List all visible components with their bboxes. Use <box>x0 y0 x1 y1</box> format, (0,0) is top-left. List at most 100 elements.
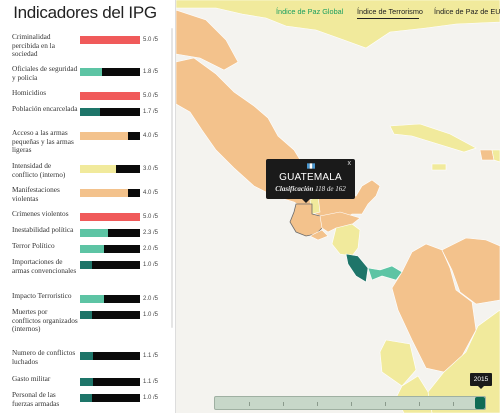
index-tabs: Índice de Paz Global Índice de Terrorism… <box>176 0 500 24</box>
slider-tick <box>419 402 420 406</box>
indicator-bar <box>80 378 140 386</box>
indicator-bar-fill <box>80 295 104 303</box>
tab-underline <box>357 18 419 19</box>
indicator-label: Gasto militar <box>12 374 51 383</box>
year-label-pointer <box>478 386 484 389</box>
tooltip-close-icon[interactable]: x <box>347 160 352 167</box>
indicator-bar-fill <box>80 245 104 253</box>
indicator-bar <box>80 229 140 237</box>
indicator-bar-fill <box>80 311 92 319</box>
tooltip-ranking: Clasificación 118 de 162 <box>266 185 355 193</box>
indicators-panel: Indicadores del IPG Criminalidad percibi… <box>0 0 176 413</box>
indicator-label: Impacto Terroristico <box>12 291 72 300</box>
indicator-bar <box>80 108 140 116</box>
tooltip-pointer <box>301 198 311 203</box>
country-costa-rica[interactable] <box>345 253 369 283</box>
country-tooltip: x GUATEMALA Clasificación 118 de 162 <box>266 159 355 203</box>
year-slider-track[interactable] <box>214 396 486 410</box>
indicator-bar-fill <box>80 92 140 100</box>
indicator-bar-fill <box>80 261 92 269</box>
slider-tick <box>249 402 250 406</box>
tooltip-country-name: GUATEMALA <box>279 172 342 183</box>
indicator-bar <box>80 189 140 197</box>
tooltip-rank-value: 118 de 162 <box>315 185 346 193</box>
indicator-label: Población encarcelada <box>12 104 78 113</box>
slider-tick <box>453 402 454 406</box>
indicator-label: Personal de las fuerzas armadas <box>12 390 60 408</box>
indicator-bar <box>80 132 140 140</box>
indicator-bar-fill <box>80 229 108 237</box>
panel-title: Indicadores del IPG <box>13 3 157 22</box>
indicator-score: 1.7 /5 <box>143 109 159 115</box>
tab-terrorism-index[interactable]: Índice de Terrorismo <box>357 7 423 16</box>
indicator-label: Oficiales de seguridad y policía <box>12 64 78 82</box>
country-el-salvador[interactable] <box>309 229 329 241</box>
year-slider-handle[interactable] <box>474 397 485 409</box>
world-map[interactable] <box>176 0 500 413</box>
indicator-score: 1.0 /5 <box>143 395 159 401</box>
indicator-bar <box>80 261 140 269</box>
indicator-label: Homicidios <box>12 88 47 97</box>
indicator-label: Crímenes violentos <box>12 209 69 218</box>
indicator-bar-fill <box>80 165 116 173</box>
indicator-bar-fill <box>80 213 140 221</box>
indicator-label: Terror Político <box>12 241 55 250</box>
indicator-score: 4.0 /5 <box>143 190 159 196</box>
indicator-label: Importaciones de armas convencionales <box>12 257 77 275</box>
indicator-label: Manifestaciones violentas <box>12 185 60 203</box>
country-dominican-republic[interactable] <box>491 149 500 163</box>
indicator-bar-fill <box>80 189 128 197</box>
indicator-bar <box>80 295 140 303</box>
country-usa[interactable] <box>176 0 500 49</box>
indicator-score: 1.0 /5 <box>143 262 159 268</box>
slider-tick <box>351 402 352 406</box>
indicator-bar-fill <box>80 394 92 402</box>
slider-tick <box>317 402 318 406</box>
indicator-bar <box>80 68 140 76</box>
indicator-score: 2.0 /5 <box>143 246 159 252</box>
country-panama[interactable] <box>367 265 403 281</box>
indicator-score: 1.8 /5 <box>143 69 159 75</box>
indicator-score: 4.0 /5 <box>143 133 159 139</box>
indicator-score: 3.0 /5 <box>143 166 159 172</box>
indicator-bar <box>80 311 140 319</box>
country-mexico[interactable] <box>176 57 381 223</box>
country-cuba[interactable] <box>389 123 477 153</box>
indicator-score: 2.0 /5 <box>143 296 159 302</box>
indicator-bar-fill <box>80 352 94 360</box>
indicator-bar-fill <box>80 132 128 140</box>
indicator-bar-fill <box>80 108 101 116</box>
indicator-bar <box>80 36 140 44</box>
map-svg <box>176 0 500 413</box>
indicator-bar <box>80 165 140 173</box>
slider-tick <box>283 402 284 406</box>
indicator-score: 5.0 /5 <box>143 93 159 99</box>
country-mexico-north[interactable] <box>176 9 239 71</box>
indicator-label: Inestabilidad política <box>12 225 74 234</box>
indicator-bar <box>80 394 140 402</box>
tab-eu-peace-index[interactable]: Índice de Paz de EU <box>434 7 500 16</box>
indicator-score: 1.1 /5 <box>143 379 159 385</box>
indicator-score: 5.0 /5 <box>143 214 159 220</box>
indicator-score: 1.0 /5 <box>143 312 159 318</box>
guatemala-flag-icon <box>307 163 315 169</box>
indicator-score: 2.3 /5 <box>143 230 159 236</box>
indicator-label: Numero de conflictos luchados <box>12 348 76 366</box>
country-jamaica[interactable] <box>431 163 447 171</box>
indicator-bar-fill <box>80 68 102 76</box>
indicator-bar-fill <box>80 36 140 44</box>
slider-tick <box>385 402 386 406</box>
tab-global-peace-index[interactable]: Índice de Paz Global <box>276 7 344 16</box>
panel-scrollbar[interactable] <box>171 28 173 328</box>
indicator-bar <box>80 92 140 100</box>
indicator-bar <box>80 245 140 253</box>
year-label: 2015 <box>470 373 492 386</box>
country-venezuela[interactable] <box>441 237 500 305</box>
country-nicaragua[interactable] <box>331 223 361 257</box>
indicator-bar-fill <box>80 378 94 386</box>
indicator-label: Acceso a las armas pequeñas y las armas … <box>12 128 74 155</box>
country-haiti[interactable] <box>479 149 495 161</box>
indicator-label: Muertes por conflictos organizados (inte… <box>12 307 78 334</box>
indicator-score: 5.0 /5 <box>143 37 159 43</box>
tooltip-rank-prefix: Clasificación <box>275 185 314 193</box>
